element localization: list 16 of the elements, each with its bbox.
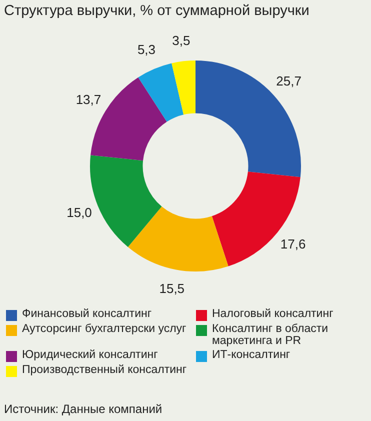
text: Источник: Данные компаний <box>4 402 162 416</box>
data-label: 5,3 <box>137 42 156 58</box>
data-label: 3,5 <box>172 32 190 48</box>
chart-title: Структура выручки, % от суммарной выручки <box>4 3 310 19</box>
data-label: 17,6 <box>280 236 306 252</box>
legend-label: Налоговый консалтинг <box>212 308 334 320</box>
legend-label: Аутсорсинг бухгалтерски услуг <box>22 323 186 335</box>
legend-label: Юридический консалтинг <box>22 349 158 361</box>
data-label: 13,7 <box>76 92 102 108</box>
legend-label: Консалтинг в области маркетинга и PR <box>212 323 330 347</box>
data-label: 25,7 <box>276 74 302 89</box>
legend-label: ИТ-консалтинг <box>212 349 290 361</box>
legend-label: Финансовый консалтинг <box>22 308 152 320</box>
data-label: 15,5 <box>159 280 185 296</box>
legend-label: Производственный консалтинг <box>22 364 187 376</box>
data-label: 15,0 <box>66 204 92 220</box>
